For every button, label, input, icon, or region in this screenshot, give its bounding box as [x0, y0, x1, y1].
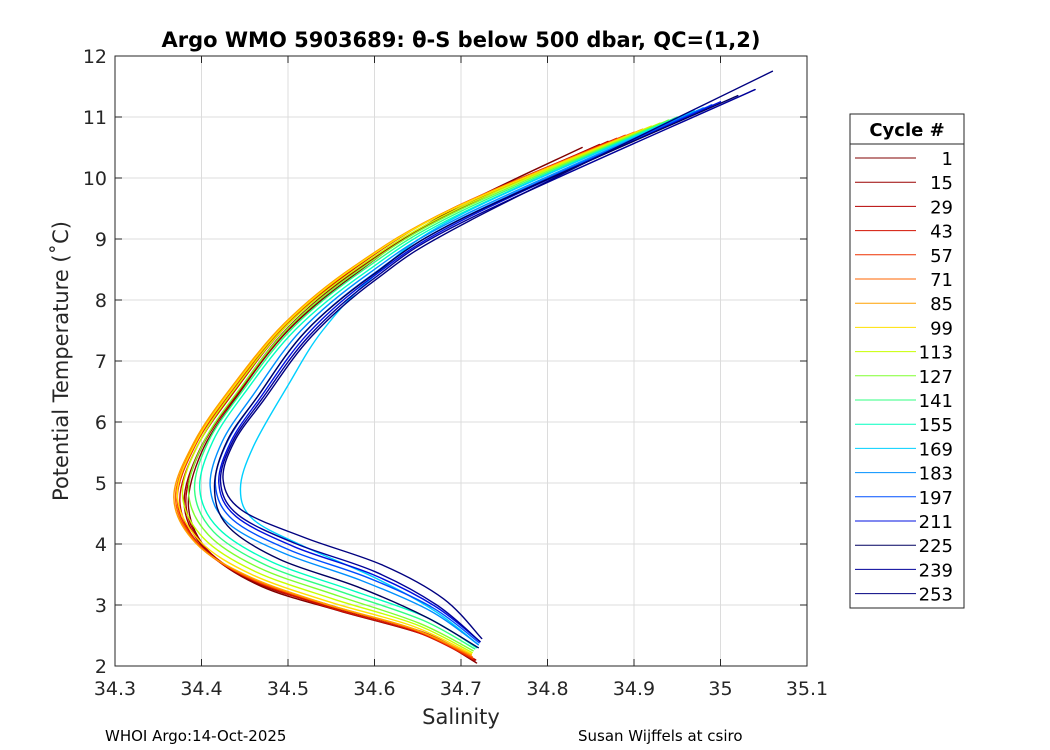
x-tick-label: 34.4 — [180, 678, 222, 700]
series-line-cycle-113 — [181, 122, 661, 654]
legend-title: Cycle # — [869, 120, 944, 141]
series-line-cycle-127 — [187, 119, 670, 652]
series-line-cycle-183 — [209, 107, 704, 646]
legend-label: 155 — [919, 415, 953, 436]
x-axis-title: Salinity — [422, 705, 500, 729]
legend-label: 141 — [919, 391, 953, 412]
y-tick-label: 11 — [83, 107, 107, 129]
legend-entry: 197 — [855, 488, 953, 509]
legend-label: 225 — [919, 536, 953, 557]
y-tick-label: 7 — [95, 351, 107, 373]
legend-entry: 1 — [855, 149, 953, 170]
y-tick-label: 12 — [83, 46, 107, 68]
legend-entry: 127 — [855, 367, 953, 388]
series-line-cycle-99 — [176, 125, 652, 655]
legend-entry: 169 — [855, 439, 953, 460]
legend-entry: 99 — [855, 318, 953, 339]
y-tick-label: 10 — [83, 168, 107, 190]
legend-entry: 43 — [855, 222, 953, 243]
x-tick-label: 34.3 — [94, 678, 136, 700]
x-tick-label: 34.6 — [353, 678, 395, 700]
series-line-cycle-155 — [199, 113, 687, 649]
legend-entry: 239 — [855, 560, 953, 581]
legend-label: 239 — [919, 560, 953, 581]
legend-entries: 1 15 29 43 57 71 85 99 113 127 141 155 169 183 197 211 2… — [855, 149, 953, 606]
y-tick-label: 4 — [95, 534, 107, 556]
x-tick-label: 34.9 — [613, 678, 655, 700]
legend-entry: 85 — [855, 294, 953, 315]
axis-ticks: 34.3 34.4 34.5 34.6 34.7 34.8 34.9 35 35.1 2 3 4 5 6 7… — [83, 46, 828, 700]
legend-label: 113 — [919, 343, 953, 364]
legend-entry: 57 — [855, 246, 953, 267]
x-tick-label: 34.5 — [267, 678, 309, 700]
series-line-cycle-253 — [222, 70, 774, 640]
series-line-cycle-239 — [219, 88, 756, 643]
legend-label: 71 — [930, 270, 953, 291]
y-tick-label: 6 — [95, 412, 107, 434]
x-tick-label: 34.7 — [440, 678, 482, 700]
series-line-cycle-225 — [213, 94, 739, 649]
y-tick-label: 2 — [95, 656, 107, 678]
legend-entry: 253 — [855, 585, 953, 606]
y-tick-label: 5 — [95, 473, 107, 495]
legend-box — [849, 113, 965, 609]
series-line-cycle-85 — [173, 128, 644, 656]
series-line-cycle-211 — [218, 101, 722, 643]
x-tick-label: 35.1 — [786, 678, 828, 700]
legend-label: 183 — [919, 464, 953, 485]
legend-entry: 141 — [855, 391, 953, 412]
legend-entry: 29 — [855, 197, 953, 218]
chart-title: Argo WMO 5903689: θ-S below 500 dbar, QC… — [162, 28, 761, 52]
footer-left: WHOI Argo:14-Oct-2025 — [105, 727, 286, 745]
series-lines — [173, 70, 774, 664]
y-axis-title: Potential Temperature (˚C) — [49, 221, 73, 501]
legend-entry: 15 — [855, 173, 953, 194]
x-tick-label: 35 — [708, 678, 732, 700]
legend-entry: 211 — [855, 512, 953, 533]
legend-entry: 183 — [855, 464, 953, 485]
legend-entry: 225 — [855, 536, 953, 557]
legend-label: 43 — [930, 222, 953, 243]
grid — [115, 56, 807, 666]
legend-label: 127 — [919, 367, 953, 388]
y-tick-label: 9 — [95, 229, 107, 251]
legend-label: 211 — [919, 512, 953, 533]
legend-label: 99 — [930, 318, 953, 339]
legend-entry: 71 — [855, 270, 953, 291]
series-line-cycle-169 — [239, 110, 696, 646]
x-tick-label: 34.8 — [526, 678, 568, 700]
legend: Cycle # 1 15 29 43 57 71 85 99 113 127 141 155 169 18… — [849, 113, 965, 609]
legend-label: 85 — [930, 294, 953, 315]
legend-label: 169 — [919, 439, 953, 460]
footer-right: Susan Wijffels at csiro — [578, 727, 743, 745]
legend-label: 57 — [930, 246, 953, 267]
y-tick-label: 3 — [95, 595, 107, 617]
legend-entry: 155 — [855, 415, 953, 436]
legend-label: 1 — [942, 149, 953, 170]
legend-label: 15 — [930, 173, 953, 194]
legend-label: 197 — [919, 488, 953, 509]
series-line-cycle-141 — [193, 116, 678, 650]
legend-entry: 113 — [855, 343, 953, 364]
legend-label: 253 — [919, 585, 953, 606]
y-tick-label: 8 — [95, 290, 107, 312]
legend-label: 29 — [930, 197, 953, 218]
